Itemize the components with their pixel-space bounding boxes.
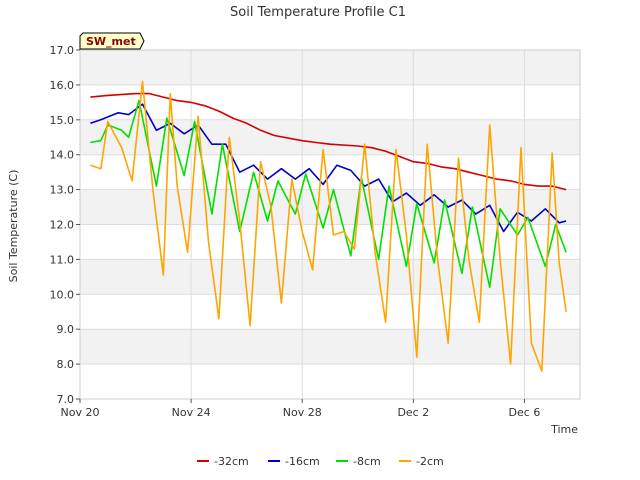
y-tick-label: 12.0 — [50, 219, 75, 232]
series-line-2cm — [90, 80, 567, 372]
series-layer — [90, 80, 567, 372]
x-axis-label: Time — [550, 423, 578, 436]
x-tick-label: Dec 2 — [397, 406, 429, 419]
chart-title: Soil Temperature Profile C1 — [230, 5, 406, 20]
y-axis: 7.0 8.0 9.0 10.0 11.0 12.0 13.0 14.0 15.0 16.0 17.… — [50, 44, 80, 406]
y-tick-label: 8.0 — [57, 358, 75, 371]
legend-label: -16cm — [285, 455, 320, 468]
plot-band — [80, 50, 580, 85]
plot-area — [79, 49, 581, 400]
station-badge: SW_met — [79, 32, 145, 50]
legend-label: -8cm — [353, 455, 381, 468]
y-tick-label: 17.0 — [50, 44, 75, 57]
y-tick-label: 9.0 — [57, 323, 75, 336]
y-tick-label: 14.0 — [50, 149, 75, 162]
y-tick-label: 11.0 — [50, 253, 75, 266]
x-tick-label: Dec 6 — [509, 406, 541, 419]
series-line-8cm — [90, 99, 567, 289]
x-tick-label: Nov 20 — [61, 406, 100, 419]
plot-band — [80, 259, 580, 295]
legend: -32cm -16cm -8cm -2cm — [197, 455, 444, 468]
y-axis-label: Soil Temperature (C) — [7, 170, 20, 283]
plot-band — [80, 329, 580, 365]
x-axis: Nov 20 Nov 24 Nov 28 Dec 2 Dec 6 — [61, 399, 541, 419]
y-tick-label: 16.0 — [50, 79, 75, 92]
x-tick-label: Nov 28 — [283, 406, 322, 419]
y-tick-label: 7.0 — [57, 393, 75, 406]
station-badge-label: SW_met — [86, 35, 136, 48]
legend-label: -32cm — [214, 455, 249, 468]
legend-label: -2cm — [416, 455, 444, 468]
plot-band — [80, 119, 580, 155]
y-tick-label: 15.0 — [50, 114, 75, 127]
y-tick-label: 13.0 — [50, 184, 75, 197]
y-tick-label: 10.0 — [50, 288, 75, 301]
x-tick-label: Nov 24 — [172, 406, 211, 419]
